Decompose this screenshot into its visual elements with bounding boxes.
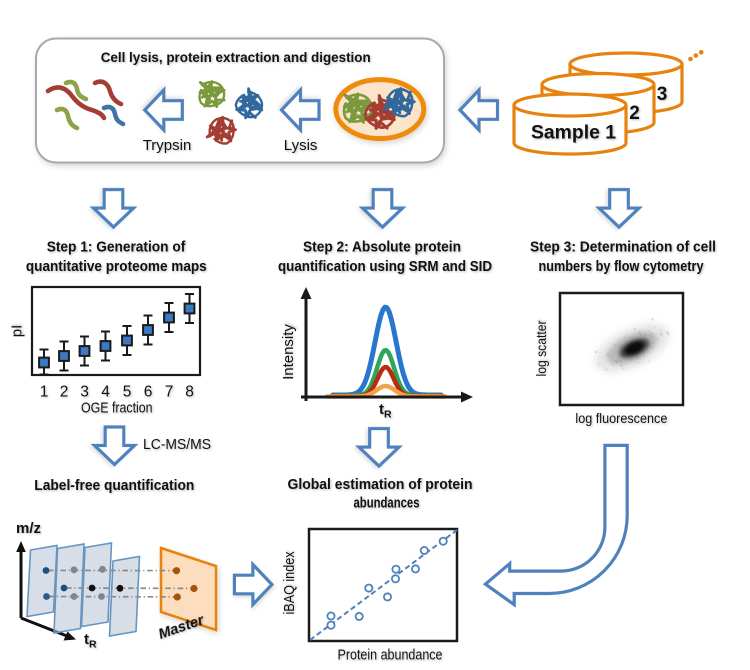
svg-text:1: 1	[40, 384, 49, 401]
svg-text:Protein abundance: Protein abundance	[338, 646, 443, 663]
svg-text:OGE fraction: OGE fraction	[81, 401, 153, 417]
svg-text:5: 5	[123, 384, 132, 401]
svg-text:LC-MS/MS: LC-MS/MS	[143, 436, 211, 453]
svg-text:7: 7	[165, 384, 174, 401]
svg-text:log scatter: log scatter	[533, 320, 549, 376]
svg-text:3: 3	[80, 384, 89, 401]
svg-text:m/z: m/z	[16, 520, 41, 537]
svg-text:numbers by flow cytometry: numbers by flow cytometry	[539, 259, 704, 275]
svg-text:quantification using SRM and S: quantification using SRM and SID	[278, 259, 492, 275]
svg-text:Sample 1: Sample 1	[531, 123, 616, 144]
svg-text:Step 1: Generation of: Step 1: Generation of	[47, 240, 186, 256]
svg-text:Lysis: Lysis	[284, 137, 318, 154]
svg-text:2: 2	[629, 103, 640, 124]
svg-text:4: 4	[101, 384, 110, 401]
svg-text:iBAQ index: iBAQ index	[281, 551, 298, 614]
svg-text:log fluorescence: log fluorescence	[575, 410, 667, 426]
svg-text:8: 8	[185, 384, 194, 401]
svg-text:3: 3	[657, 84, 668, 105]
svg-text:tR: tR	[84, 631, 97, 651]
svg-text:Label-free quantification: Label-free quantification	[34, 478, 194, 494]
svg-text:abundances: abundances	[354, 496, 420, 512]
svg-text:6: 6	[144, 384, 153, 401]
svg-text:tR: tR	[379, 401, 392, 421]
svg-text:Trypsin: Trypsin	[143, 137, 192, 154]
svg-text:Step 2: Absolute protein: Step 2: Absolute protein	[303, 240, 461, 256]
svg-text:Global estimation of protein: Global estimation of protein	[288, 477, 473, 493]
svg-text:Step 3: Determination of cell: Step 3: Determination of cell	[530, 240, 716, 256]
svg-text:2: 2	[60, 384, 69, 401]
svg-text:Cell lysis, protein extraction: Cell lysis, protein extraction and diges…	[101, 49, 371, 65]
svg-text:pI: pI	[9, 325, 26, 338]
svg-text:quantitative proteome maps: quantitative proteome maps	[26, 259, 207, 275]
svg-text:Intensity: Intensity	[280, 324, 297, 380]
